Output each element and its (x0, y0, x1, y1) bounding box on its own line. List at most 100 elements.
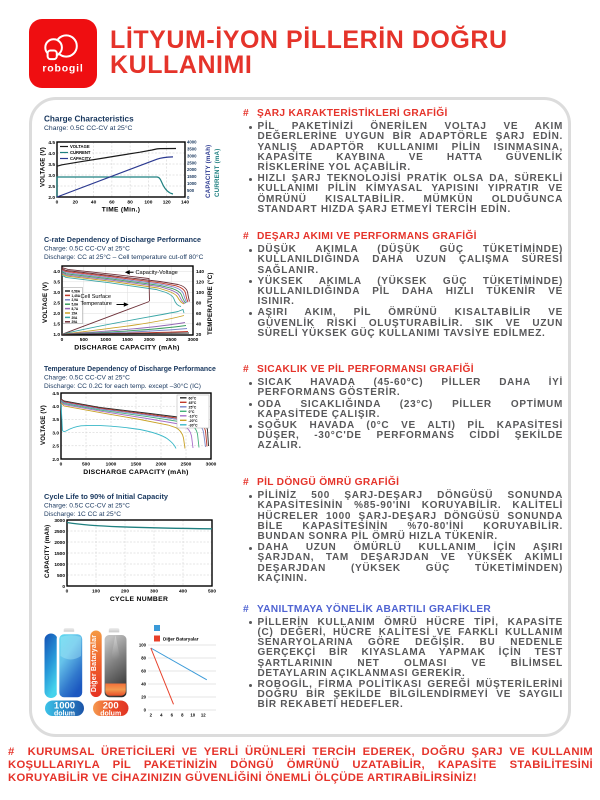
svg-text:200: 200 (103, 701, 119, 712)
svg-text:Diğer Bataryalar: Diğer Bataryalar (163, 637, 199, 642)
svg-text:2.5: 2.5 (53, 301, 60, 307)
svg-text:100: 100 (196, 290, 204, 296)
svg-text:C-rate Dependency of Discharge: C-rate Dependency of Discharge Performan… (44, 235, 201, 244)
svg-text:40: 40 (91, 200, 97, 206)
svg-text:60: 60 (109, 200, 115, 206)
svg-text:10: 10 (190, 713, 195, 718)
svg-text:Temperature: Temperature (81, 301, 112, 307)
svg-text:3000: 3000 (54, 518, 65, 524)
svg-text:3.5: 3.5 (48, 162, 55, 168)
svg-text:400: 400 (179, 589, 187, 595)
svg-text:4.0: 4.0 (52, 404, 59, 410)
svg-text:6: 6 (171, 713, 174, 718)
svg-text:Charge: 0.5C CC-CV at 25°C: Charge: 0.5C CC-CV at 25°C (44, 124, 133, 132)
svg-text:4: 4 (160, 713, 163, 718)
svg-text:3.5: 3.5 (53, 280, 60, 286)
svg-text:15A: 15A (72, 311, 79, 315)
svg-text:Charge: 0.5C CC-CV at 25°C: Charge: 0.5C CC-CV at 25°C (44, 502, 130, 510)
svg-text:140: 140 (181, 200, 189, 206)
svg-text:VOLTAGE (V): VOLTAGE (V) (42, 282, 49, 323)
svg-text:0: 0 (60, 462, 63, 468)
svg-text:CAPACITY: CAPACITY (70, 156, 91, 161)
svg-text:500: 500 (57, 573, 65, 579)
svg-text:2000: 2000 (54, 540, 65, 546)
svg-text:0: 0 (187, 195, 190, 200)
svg-text:CAPACITY (mAh): CAPACITY (mAh) (205, 145, 212, 198)
svg-text:2,9A: 2,9A (72, 298, 79, 302)
svg-text:Cycle Life to 90% of Initial C: Cycle Life to 90% of Initial Capacity (44, 492, 169, 501)
svg-text:3000: 3000 (206, 462, 217, 468)
svg-text:200: 200 (121, 589, 129, 595)
svg-text:Charge: 0.5C CC-CV at 25°C: Charge: 0.5C CC-CV at 25°C (44, 374, 130, 382)
svg-text:0: 0 (66, 589, 69, 595)
svg-text:0: 0 (56, 200, 59, 206)
svg-text:80: 80 (127, 200, 133, 206)
svg-text:20: 20 (141, 695, 146, 700)
svg-text:3500: 3500 (187, 147, 197, 152)
svg-text:3.0: 3.0 (48, 173, 55, 179)
svg-text:0: 0 (61, 337, 64, 343)
svg-text:2000: 2000 (144, 337, 155, 343)
svg-text:3000: 3000 (187, 153, 197, 158)
svg-text:8: 8 (181, 713, 184, 718)
svg-text:60: 60 (196, 311, 202, 317)
svg-text:DISCHARGE CAPACITY (mAh): DISCHARGE CAPACITY (mAh) (74, 345, 180, 352)
svg-text:2500: 2500 (187, 160, 197, 165)
svg-text:3.0: 3.0 (52, 430, 59, 436)
svg-text:500: 500 (208, 589, 216, 595)
svg-text:dolum: dolum (100, 711, 121, 718)
svg-text:1,45A: 1,45A (72, 294, 81, 298)
svg-text:Diğer Bataryalar: Diğer Bataryalar (91, 635, 98, 692)
svg-text:0: 0 (62, 584, 65, 590)
svg-text:80: 80 (196, 301, 202, 307)
svg-text:CURRENT (mA): CURRENT (mA) (214, 149, 221, 197)
svg-text:Discharge: CC at 25°C – Cell t: Discharge: CC at 25°C – Cell temperature… (44, 253, 204, 261)
svg-text:20: 20 (73, 200, 79, 206)
svg-text:CURRENT: CURRENT (70, 150, 91, 155)
svg-text:3.0: 3.0 (53, 290, 60, 296)
svg-text:500: 500 (80, 337, 88, 343)
svg-text:2: 2 (150, 713, 153, 718)
svg-text:1.0: 1.0 (53, 332, 60, 338)
svg-text:100: 100 (144, 200, 152, 206)
svg-text:3.5: 3.5 (52, 417, 59, 423)
svg-text:1000: 1000 (187, 181, 197, 186)
svg-text:4.5: 4.5 (52, 391, 59, 397)
svg-text:0,58A: 0,58A (72, 289, 81, 293)
svg-text:8,7A: 8,7A (72, 307, 79, 311)
svg-text:40: 40 (196, 322, 202, 328)
svg-text:-10°C: -10°C (189, 414, 198, 418)
svg-text:4.0: 4.0 (48, 151, 55, 157)
svg-text:2.5: 2.5 (52, 444, 59, 450)
svg-text:1500: 1500 (187, 174, 197, 179)
svg-text:1500: 1500 (54, 551, 65, 557)
svg-text:TEMPERATURE (°C): TEMPERATURE (°C) (207, 272, 214, 335)
svg-text:VOLTAGE (V): VOLTAGE (V) (41, 147, 47, 187)
svg-text:Discharge: 1C CC at 25°C: Discharge: 1C CC at 25°C (44, 510, 121, 518)
svg-text:29A: 29A (72, 320, 79, 324)
svg-text:CAPACITY (mAh): CAPACITY (mAh) (44, 525, 51, 578)
svg-text:Discharge: CC 0.2C for each te: Discharge: CC 0.2C for each temp. except… (44, 382, 201, 390)
svg-text:1.5: 1.5 (53, 322, 60, 328)
svg-text:2.0: 2.0 (53, 311, 60, 317)
svg-text:1000: 1000 (100, 337, 111, 343)
svg-text:TIME (Min.): TIME (Min.) (102, 207, 140, 214)
svg-text:Charge: 0.5C CC-CV at 25°C: Charge: 0.5C CC-CV at 25°C (44, 245, 130, 253)
svg-text:4.0: 4.0 (53, 269, 60, 275)
svg-text:VOLTAGE: VOLTAGE (70, 144, 90, 149)
svg-text:100: 100 (139, 643, 147, 648)
svg-text:-20°C: -20°C (189, 419, 198, 423)
svg-text:2.5: 2.5 (48, 184, 55, 190)
svg-text:0: 0 (144, 708, 147, 713)
svg-text:2000: 2000 (156, 462, 167, 468)
svg-text:-30°C: -30°C (189, 423, 198, 427)
svg-text:2000: 2000 (187, 167, 197, 172)
svg-text:1000: 1000 (106, 462, 117, 468)
svg-text:80: 80 (141, 656, 146, 661)
svg-text:500: 500 (82, 462, 90, 468)
svg-text:1000: 1000 (54, 562, 65, 568)
svg-text:2.0: 2.0 (48, 195, 55, 201)
svg-text:500: 500 (187, 188, 195, 193)
svg-text:robogil: robogil (42, 63, 83, 75)
svg-text:0°C: 0°C (189, 410, 195, 414)
